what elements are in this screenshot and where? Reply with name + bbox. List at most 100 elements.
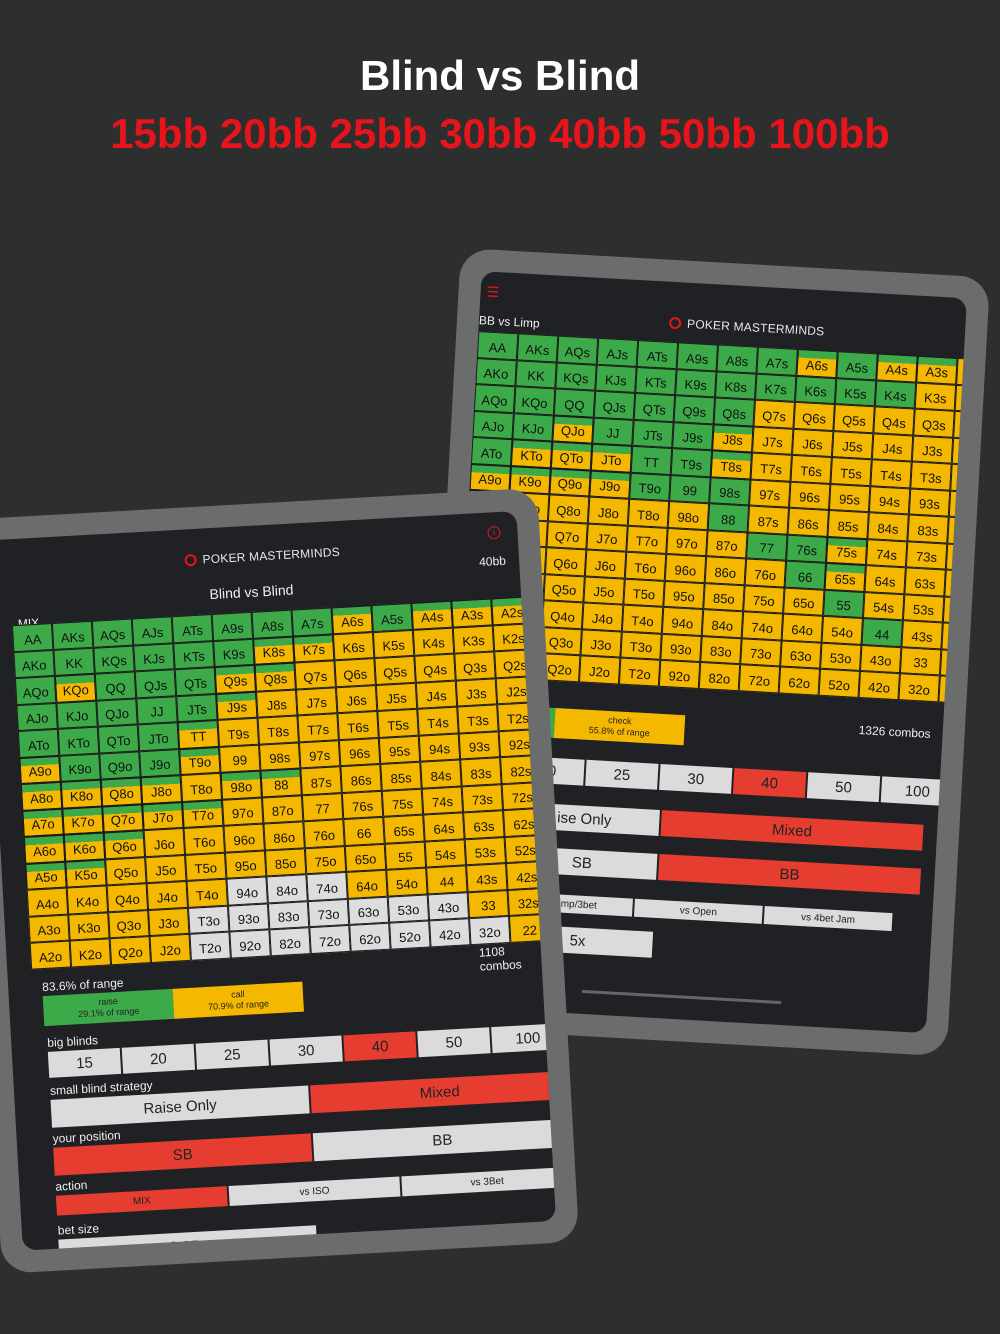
hand-cell[interactable]: K3s — [452, 624, 495, 654]
hand-cell[interactable]: J5o — [145, 854, 187, 884]
hand-cell[interactable]: 96s — [338, 737, 381, 767]
hand-cell[interactable]: KTo — [57, 726, 100, 756]
hand-cell[interactable]: T5o — [185, 852, 227, 881]
big-blind-option-button[interactable]: 15 — [47, 1047, 122, 1078]
hand-cell[interactable]: 42o — [858, 670, 900, 700]
hand-cell[interactable]: 66 — [784, 560, 826, 590]
big-blind-option-button[interactable]: 25 — [195, 1039, 269, 1070]
hand-cell[interactable]: Q4s — [873, 406, 915, 436]
hand-cell[interactable]: 22 — [508, 913, 551, 943]
hand-cell[interactable]: 53o — [820, 642, 862, 671]
hand-cell[interactable]: A2s — [491, 596, 533, 625]
hand-cell[interactable]: T5s — [377, 708, 419, 738]
hand-cell[interactable]: T6s — [790, 454, 832, 484]
hand-cell[interactable]: QQ — [94, 671, 137, 701]
hand-cell[interactable]: 42s — [941, 622, 967, 652]
hand-cell[interactable]: 73s — [905, 540, 948, 570]
hand-cell[interactable]: T4o — [186, 878, 228, 908]
hand-cell[interactable]: 85s — [827, 509, 869, 539]
hand-cell[interactable]: Q2s — [953, 410, 967, 440]
hand-cell[interactable]: T3o — [620, 631, 662, 660]
hand-cell[interactable]: 92s — [948, 490, 967, 519]
hand-cell[interactable]: 75s — [381, 788, 424, 817]
hand-cell[interactable]: 95s — [378, 735, 421, 764]
hand-cell[interactable]: A9o — [19, 755, 61, 785]
hand-cell[interactable]: KTs — [635, 366, 677, 396]
hand-cell[interactable]: J2o — [149, 933, 191, 963]
hand-cell[interactable]: T2s — [497, 702, 539, 731]
hand-cell[interactable]: QJs — [593, 390, 636, 420]
hand-cell[interactable]: J2s — [495, 675, 538, 705]
hand-cell[interactable]: 63s — [463, 810, 505, 839]
hand-cell[interactable]: K2s — [954, 384, 967, 414]
hand-cell[interactable]: AJo — [472, 410, 514, 440]
hand-cell[interactable]: 94o — [661, 606, 704, 636]
hand-cell[interactable]: 75o — [304, 845, 347, 875]
hand-cell[interactable]: Q5s — [374, 655, 416, 685]
hand-cell[interactable]: J8o — [587, 496, 630, 526]
hand-cell[interactable]: ATo — [17, 728, 60, 758]
hand-cell[interactable]: A7s — [756, 346, 798, 376]
hand-cell[interactable]: 82o — [698, 662, 741, 691]
hand-cell[interactable]: KQo — [513, 386, 556, 415]
hand-cell[interactable]: A6s — [331, 605, 373, 634]
hand-cell[interactable]: 86s — [787, 507, 829, 537]
hand-cell[interactable]: KJs — [595, 364, 637, 393]
hand-cell[interactable]: 92s — [498, 728, 541, 758]
hand-cell[interactable]: 82s — [947, 516, 967, 546]
hand-cell[interactable]: AQs — [556, 335, 599, 365]
hand-cell[interactable]: 74s — [421, 785, 464, 815]
hand-cell[interactable]: 44 — [426, 865, 468, 894]
action-vs-open-button[interactable]: vs Open — [633, 898, 763, 924]
hand-cell[interactable]: A6o — [23, 834, 66, 864]
hand-cell[interactable]: A5o — [25, 861, 67, 890]
position-bb-button[interactable]: BB — [658, 854, 922, 895]
hand-cell[interactable]: J3s — [455, 677, 498, 707]
hand-cell[interactable]: KJo — [512, 412, 554, 442]
hand-cell[interactable]: KQs — [555, 362, 597, 391]
hand-cell[interactable]: A7s — [291, 607, 333, 637]
hand-cell[interactable]: T9o — [629, 472, 671, 502]
hand-cell[interactable]: 52s — [942, 596, 967, 625]
big-blind-option-button[interactable]: 50 — [417, 1027, 491, 1058]
hand-cell[interactable]: J6o — [143, 828, 186, 857]
hand-cell[interactable]: 73s — [461, 783, 504, 813]
hand-cell[interactable]: 73o — [307, 898, 350, 928]
hand-cell[interactable]: 96o — [664, 553, 707, 583]
position-bb-button[interactable]: BB — [312, 1118, 557, 1162]
hand-cell[interactable]: 95s — [828, 483, 871, 513]
hand-cell[interactable]: 77 — [746, 531, 788, 561]
hand-cell[interactable]: T3s — [910, 461, 952, 491]
hand-cell[interactable]: 97o — [666, 527, 708, 557]
hand-cell[interactable]: 54o — [386, 867, 428, 897]
hand-cell[interactable]: ATs — [636, 340, 679, 369]
hand-cell[interactable]: ATs — [171, 614, 214, 643]
hand-cell[interactable]: J9s — [216, 691, 258, 720]
hand-cell[interactable]: 83s — [907, 514, 949, 544]
hand-cell[interactable]: JJ — [136, 695, 178, 725]
hand-cell[interactable]: Q8o — [100, 777, 143, 807]
hand-cell[interactable]: K7s — [292, 633, 335, 663]
hand-cell[interactable]: Q9o — [549, 467, 591, 497]
hand-cell[interactable]: J4s — [871, 432, 914, 462]
hand-cell[interactable]: 76o — [303, 819, 345, 848]
hand-cell[interactable]: KTo — [510, 439, 553, 468]
hand-cell[interactable]: J9s — [672, 421, 714, 451]
hand-cell[interactable]: JTs — [176, 693, 218, 723]
hand-cell[interactable]: A3s — [916, 355, 958, 385]
hand-cell[interactable]: T2o — [189, 931, 231, 961]
hand-cell[interactable]: J3s — [911, 435, 954, 464]
hand-cell[interactable]: T9s — [670, 448, 713, 477]
hand-cell[interactable]: T2s — [950, 463, 967, 493]
hand-cell[interactable]: 86o — [263, 821, 305, 850]
big-blind-option-button[interactable]: 30 — [269, 1035, 343, 1066]
hand-cell[interactable]: 76s — [786, 534, 828, 563]
big-blind-option-button[interactable]: 25 — [585, 759, 659, 790]
hand-cell[interactable]: KK — [515, 359, 557, 389]
hand-cell[interactable]: 53s — [902, 593, 945, 623]
hand-cell[interactable]: 53o — [387, 893, 430, 923]
hand-cell[interactable]: A6s — [796, 348, 838, 378]
hand-cell[interactable]: 98o — [667, 501, 710, 530]
hand-cell[interactable]: K8s — [715, 370, 757, 400]
hand-cell[interactable]: K6o — [63, 832, 106, 862]
